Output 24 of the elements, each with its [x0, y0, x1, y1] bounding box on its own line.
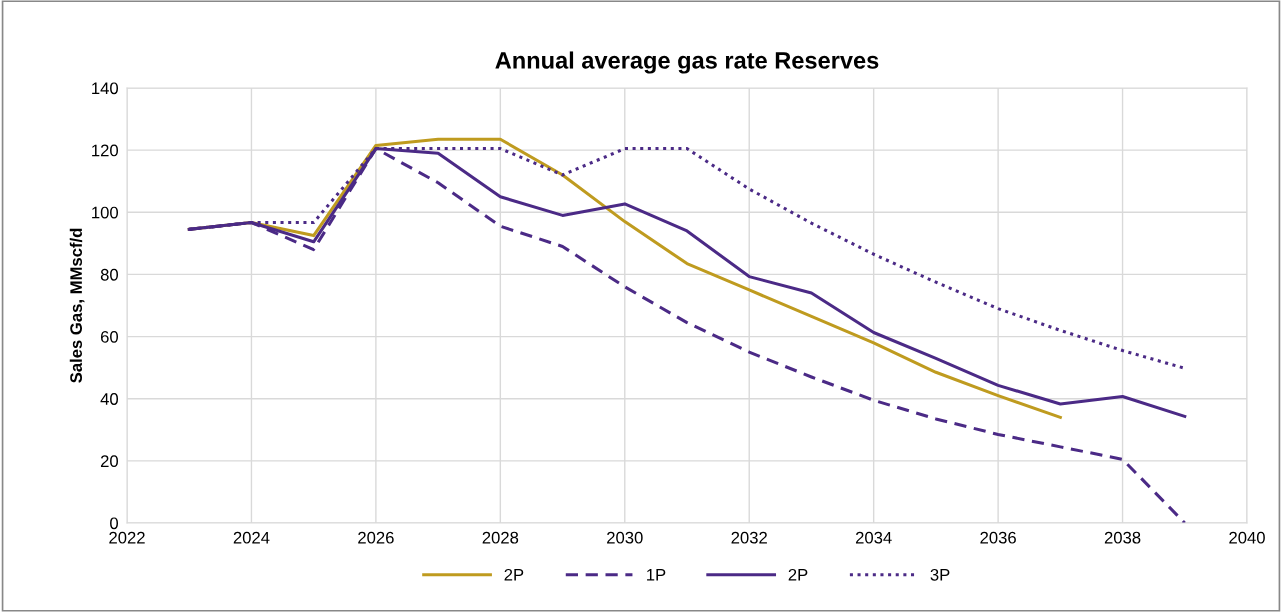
y-tick-label: 40 — [100, 393, 119, 405]
x-tick-label: 2028 — [482, 531, 519, 544]
y-tick-label: 60 — [100, 330, 119, 343]
y-tick-label: 140 — [92, 82, 119, 95]
legend-label: 1P — [647, 569, 666, 581]
legend-label: 2P — [504, 568, 524, 581]
y-tick-label: 80 — [100, 268, 119, 281]
legend-label: 2P — [788, 568, 808, 581]
x-tick-label: 2022 — [109, 531, 145, 544]
y-axis-title: Sales Gas, MMscf/d — [69, 228, 85, 383]
y-tick-label: 100 — [92, 206, 119, 219]
chart-title: Annual average gas rate Reserves — [495, 51, 879, 74]
y-tick-label: 120 — [92, 144, 119, 157]
x-tick-label: 2030 — [607, 531, 643, 544]
x-tick-label: 2034 — [855, 531, 892, 544]
x-tick-label: 2024 — [233, 531, 270, 544]
x-tick-label: 2026 — [358, 531, 394, 544]
x-tick-label: 2036 — [980, 531, 1016, 544]
y-tick-label: 0 — [110, 517, 119, 530]
x-tick-label: 2032 — [731, 531, 767, 544]
x-tick-label: 2038 — [1104, 531, 1141, 544]
x-tick-label: 2040 — [1229, 531, 1265, 544]
legend-label: 3P — [930, 568, 950, 581]
y-tick-label: 20 — [100, 455, 119, 468]
